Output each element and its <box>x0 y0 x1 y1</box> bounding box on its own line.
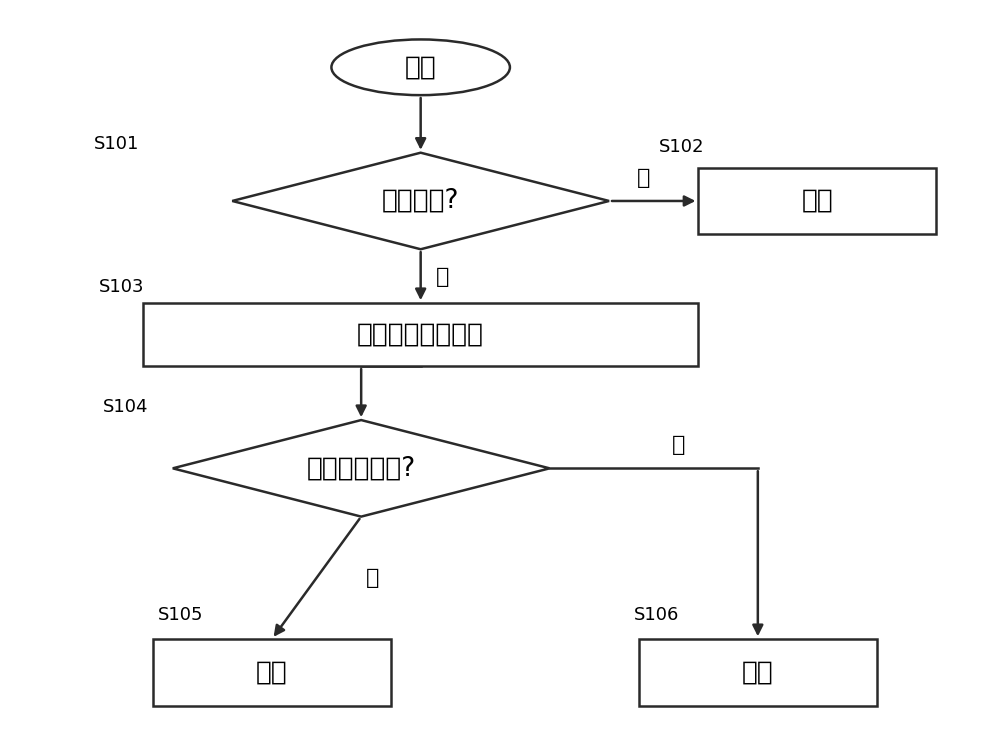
Text: 是: 是 <box>366 568 380 587</box>
Text: 开始: 开始 <box>405 54 437 80</box>
Text: 发送模式?: 发送模式? <box>382 188 459 214</box>
Text: S103: S103 <box>98 278 144 296</box>
Text: S101: S101 <box>93 134 139 152</box>
Text: 关灯: 关灯 <box>801 188 833 214</box>
Bar <box>153 639 391 706</box>
Bar <box>698 167 936 234</box>
Text: 是: 是 <box>436 267 449 287</box>
Polygon shape <box>173 420 550 517</box>
Text: S105: S105 <box>158 606 203 624</box>
Text: 声音质量良好?: 声音质量良好? <box>307 455 416 481</box>
Text: S102: S102 <box>659 138 704 156</box>
Bar <box>143 303 698 366</box>
Text: 开灯: 开灯 <box>742 659 774 686</box>
Polygon shape <box>232 152 609 249</box>
Text: S104: S104 <box>103 398 149 416</box>
Text: 否: 否 <box>672 435 685 455</box>
Bar <box>639 639 877 706</box>
Text: 否: 否 <box>637 168 650 189</box>
Text: S106: S106 <box>634 606 679 624</box>
Text: 闪烁: 闪烁 <box>256 659 288 686</box>
Text: 声音质量判断处理: 声音质量判断处理 <box>357 321 484 348</box>
Ellipse shape <box>331 40 510 95</box>
